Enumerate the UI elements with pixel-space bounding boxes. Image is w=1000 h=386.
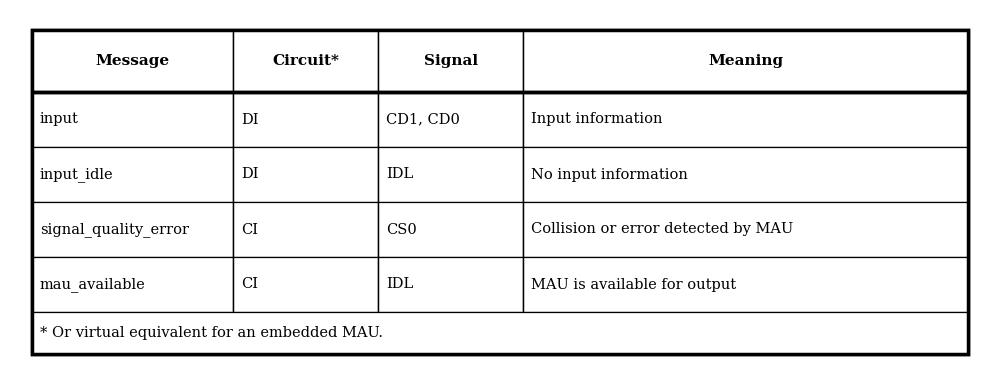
Bar bbox=[523, 202, 968, 257]
Text: CD1, CD0: CD1, CD0 bbox=[386, 112, 460, 127]
Bar bbox=[378, 92, 523, 147]
Text: Meaning: Meaning bbox=[708, 54, 783, 68]
Bar bbox=[32, 92, 233, 147]
Bar bbox=[378, 147, 523, 202]
Bar bbox=[32, 202, 233, 257]
Bar bbox=[233, 202, 378, 257]
Text: CI: CI bbox=[241, 222, 258, 237]
Bar bbox=[32, 312, 968, 354]
Bar bbox=[523, 147, 968, 202]
Bar bbox=[233, 30, 378, 92]
Text: Circuit*: Circuit* bbox=[272, 54, 339, 68]
Bar bbox=[32, 147, 233, 202]
Bar bbox=[523, 257, 968, 312]
Bar bbox=[233, 257, 378, 312]
Text: Collision or error detected by MAU: Collision or error detected by MAU bbox=[531, 222, 794, 237]
Text: No input information: No input information bbox=[531, 168, 688, 181]
Text: DI: DI bbox=[241, 112, 259, 127]
Text: DI: DI bbox=[241, 168, 259, 181]
Text: signal_quality_error: signal_quality_error bbox=[40, 222, 189, 237]
Bar bbox=[523, 30, 968, 92]
Text: Input information: Input information bbox=[531, 112, 663, 127]
Bar bbox=[523, 92, 968, 147]
Text: input_idle: input_idle bbox=[40, 167, 114, 182]
Text: IDL: IDL bbox=[386, 168, 414, 181]
Text: input: input bbox=[40, 112, 79, 127]
Text: Message: Message bbox=[96, 54, 170, 68]
Text: * Or virtual equivalent for an embedded MAU.: * Or virtual equivalent for an embedded … bbox=[40, 326, 383, 340]
Bar bbox=[378, 30, 523, 92]
Bar bbox=[233, 92, 378, 147]
Text: CI: CI bbox=[241, 278, 258, 291]
Bar bbox=[378, 257, 523, 312]
Text: CS0: CS0 bbox=[386, 222, 417, 237]
Text: MAU is available for output: MAU is available for output bbox=[531, 278, 737, 291]
Text: mau_available: mau_available bbox=[40, 277, 146, 292]
Bar bbox=[32, 30, 968, 354]
Bar bbox=[32, 30, 968, 354]
Bar bbox=[233, 147, 378, 202]
Bar bbox=[32, 30, 233, 92]
Text: IDL: IDL bbox=[386, 278, 414, 291]
Bar bbox=[378, 202, 523, 257]
Text: Signal: Signal bbox=[424, 54, 478, 68]
Bar bbox=[32, 257, 233, 312]
